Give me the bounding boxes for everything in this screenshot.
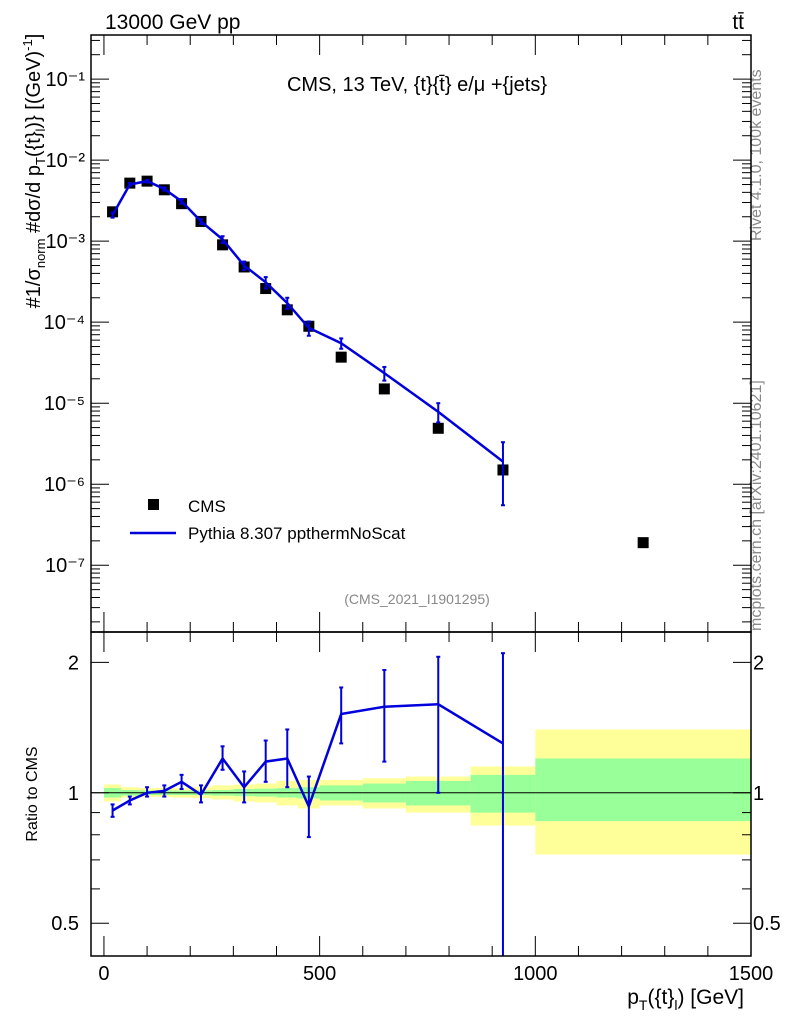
analysis-id: (CMS_2021_I1901295) xyxy=(344,591,490,607)
x-tick-label: 1000 xyxy=(513,963,558,985)
uncertainty-bands xyxy=(91,729,751,855)
svg-text:#1/σnorm #dσ/d pT({t}l)} [(GeV: #1/σnorm #dσ/d pT({t}l)} [(GeV)-1] xyxy=(20,34,48,309)
ratio-mc-series xyxy=(110,652,505,956)
y-tick-label: 10⁻³ xyxy=(46,231,86,253)
data-point xyxy=(637,537,649,549)
legend-data-label: CMS xyxy=(188,497,226,516)
rivet-version-label: Rivet 4.1.0, 100k events xyxy=(748,69,765,241)
data-point xyxy=(217,239,229,251)
x-tick-label: 0 xyxy=(98,963,109,985)
source-label: mcplots.cern.ch [arXiv:2401.10621] xyxy=(748,380,765,631)
main-y-axis-label: #1/σnorm #dσ/d pT({t}l)} [(GeV)-1] xyxy=(20,34,48,309)
ratio-axes: 0 500 1000 1500 0.5 0.5 1 1 2 2 xyxy=(51,631,781,985)
ratio-y-tick-label-right: 1 xyxy=(753,783,764,805)
plot-frame xyxy=(90,631,752,957)
final-state-label: tt̄ xyxy=(732,11,744,34)
x-axis-label: pT({t}l) [GeV] xyxy=(627,986,744,1013)
y-tick-label: 10⁻⁵ xyxy=(44,393,85,415)
y-tick-label: 10⁻¹ xyxy=(46,69,86,91)
chart-title: CMS, 13 TeV, {t}{t̄} e/μ +{jets} xyxy=(287,74,547,96)
x-tick-label: 1500 xyxy=(729,963,774,985)
ratio-y-tick-label: 0.5 xyxy=(51,913,79,935)
ratio-y-tick-label-right: 2 xyxy=(753,652,764,674)
y-tick-label: 10⁻⁷ xyxy=(45,555,85,577)
svg-text:pT({t}l) [GeV]: pT({t}l) [GeV] xyxy=(627,986,744,1013)
y-tick-label: 10⁻⁴ xyxy=(44,312,85,334)
legend-data-marker xyxy=(148,499,159,510)
main-axes: 10⁻⁷ 10⁻⁶ 10⁻⁵ 10⁻⁴ 10⁻³ 10⁻² 10⁻¹ xyxy=(44,34,752,633)
process-label: 13000 GeV pp xyxy=(105,11,240,34)
y-tick-label: 10⁻⁶ xyxy=(44,474,85,496)
legend: CMS Pythia 8.307 ppthermNoScat xyxy=(130,497,406,543)
ratio-y-tick-label: 1 xyxy=(68,783,79,805)
data-point xyxy=(335,351,347,363)
y-tick-label: 10⁻² xyxy=(46,150,86,172)
ratio-y-tick-label: 2 xyxy=(68,652,79,674)
stat-uncertainty-band xyxy=(535,758,751,822)
data-points xyxy=(107,175,649,549)
mc-series xyxy=(110,178,505,507)
data-point xyxy=(432,422,444,434)
legend-mc-label: Pythia 8.307 ppthermNoScat xyxy=(188,524,406,543)
data-point xyxy=(378,383,390,395)
ratio-y-tick-label-right: 0.5 xyxy=(753,913,781,935)
x-tick-label: 500 xyxy=(303,963,336,985)
main-panel: 10⁻⁷ 10⁻⁶ 10⁻⁵ 10⁻⁴ 10⁻³ 10⁻² 10⁻¹ CMS, 13 TeV… xyxy=(20,34,752,633)
ratio-y-axis-label: Ratio to CMS xyxy=(24,746,41,841)
ratio-panel: 0 500 1000 1500 0.5 0.5 1 1 2 2 Ratio to CMS xyxy=(24,631,781,985)
